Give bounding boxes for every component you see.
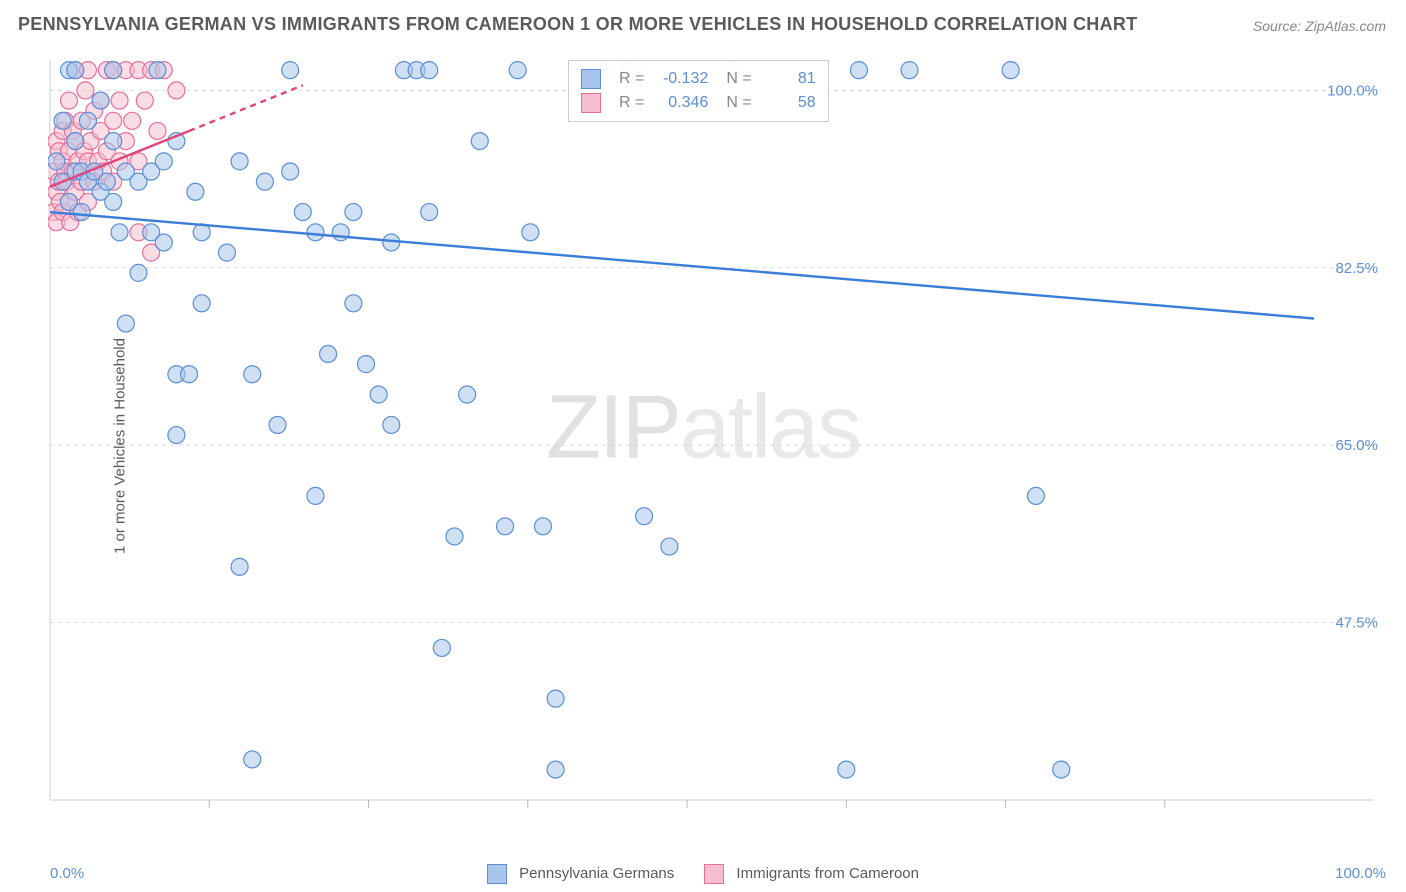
scatter-point [446,528,463,545]
stats-swatch [581,69,601,89]
scatter-point [294,204,311,221]
scatter-point [54,112,71,129]
scatter-point [105,62,122,79]
stats-swatch [581,93,601,113]
scatter-point [79,112,96,129]
scatter-point [149,122,166,139]
scatter-plot: 47.5% 65.0% 82.5% 100.0% [48,50,1384,840]
chart-title: PENNSYLVANIA GERMAN VS IMMIGRANTS FROM C… [18,14,1137,35]
scatter-point [149,62,166,79]
scatter-point [547,761,564,778]
scatter-point [509,62,526,79]
stats-r-label: R = [619,67,644,91]
scatter-point [117,315,134,332]
stats-r-value: 0.346 [654,91,708,115]
svg-text:65.0%: 65.0% [1335,437,1378,454]
bottom-legend: Pennsylvania Germans Immigrants from Cam… [487,864,919,884]
scatter-point [850,62,867,79]
x-tick-max: 100.0% [1335,865,1386,882]
legend-swatch-2 [704,864,724,884]
scatter-point [48,153,65,170]
scatter-point [421,204,438,221]
scatter-point [193,295,210,312]
scatter-point [244,751,261,768]
stats-row: R = 0.346 N = 58 [581,91,816,115]
scatter-point [1027,487,1044,504]
scatter-point [111,92,128,109]
scatter-point [92,92,109,109]
scatter-point [471,133,488,150]
scatter-point [307,487,324,504]
scatter-point [332,224,349,241]
scatter-point [67,133,84,150]
legend-swatch-1 [487,864,507,884]
scatter-point [522,224,539,241]
scatter-point [421,62,438,79]
scatter-point [1002,62,1019,79]
scatter-point [256,173,273,190]
stats-n-value: 81 [762,67,816,91]
scatter-point [187,183,204,200]
legend-label-1: Pennsylvania Germans [519,865,674,882]
scatter-point [111,224,128,241]
scatter-point [269,416,286,433]
scatter-point [661,538,678,555]
scatter-point [136,92,153,109]
scatter-point [282,163,299,180]
scatter-point [345,204,362,221]
scatter-point [307,224,324,241]
legend-item-2: Immigrants from Cameroon [704,864,919,884]
scatter-point [345,295,362,312]
x-tick-min: 0.0% [50,865,84,882]
svg-text:82.5%: 82.5% [1335,260,1378,277]
scatter-point [534,518,551,535]
scatter-point [60,92,77,109]
scatter-point [433,639,450,656]
scatter-point [181,366,198,383]
scatter-point [901,62,918,79]
source-label: Source: ZipAtlas.com [1253,18,1386,34]
scatter-point [244,366,261,383]
svg-text:47.5%: 47.5% [1335,615,1378,632]
legend-label-2: Immigrants from Cameroon [736,865,919,882]
scatter-point [547,690,564,707]
scatter-point [358,356,375,373]
chart-container: PENNSYLVANIA GERMAN VS IMMIGRANTS FROM C… [0,0,1406,892]
scatter-point [105,193,122,210]
scatter-point [459,386,476,403]
scatter-point [231,153,248,170]
scatter-point [282,62,299,79]
scatter-point [218,244,235,261]
svg-text:100.0%: 100.0% [1327,82,1378,99]
legend-item-1: Pennsylvania Germans [487,864,674,884]
scatter-point [77,82,94,99]
stats-n-label: N = [726,67,751,91]
scatter-point [168,427,185,444]
scatter-point [383,416,400,433]
stats-r-value: -0.132 [654,67,708,91]
scatter-point [124,112,141,129]
stats-box: R = -0.132 N = 81 R = 0.346 N = 58 [568,60,829,122]
stats-row: R = -0.132 N = 81 [581,67,816,91]
scatter-point [155,153,172,170]
stats-r-label: R = [619,91,644,115]
stats-n-label: N = [726,91,751,115]
scatter-point [1053,761,1070,778]
scatter-point [155,234,172,251]
scatter-point [105,112,122,129]
scatter-point [168,82,185,99]
scatter-point [130,264,147,281]
scatter-point [636,508,653,525]
scatter-point [370,386,387,403]
stats-n-value: 58 [762,91,816,115]
scatter-point [105,133,122,150]
scatter-point [98,173,115,190]
scatter-point [73,204,90,221]
scatter-point [67,62,84,79]
scatter-point [838,761,855,778]
scatter-point [320,345,337,362]
scatter-point [497,518,514,535]
scatter-point [231,558,248,575]
